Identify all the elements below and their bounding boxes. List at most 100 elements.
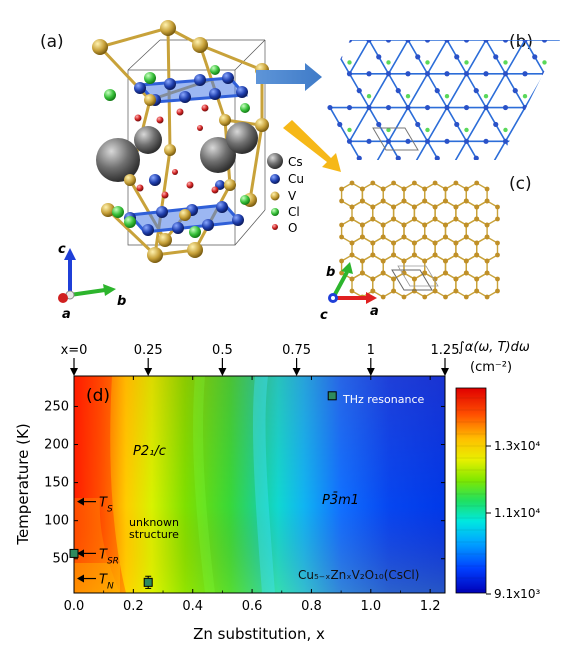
kagome-bond: [524, 106, 560, 143]
kagome-bond: [465, 140, 507, 160]
v-site: [443, 258, 448, 264]
arrow-to-b: [256, 63, 322, 91]
svg-text:Cs: Cs: [288, 155, 303, 169]
v-site: [380, 270, 386, 276]
cl-site: [503, 60, 508, 65]
cu-site: [542, 172, 547, 177]
cu-site: [376, 121, 382, 128]
cu-site: [522, 104, 528, 111]
cl-site: [347, 60, 352, 65]
cu-site: [532, 257, 537, 262]
kagome-bond: [387, 72, 429, 110]
honeycomb-cell: [351, 272, 374, 298]
v-site: [484, 234, 490, 240]
panel-label-c: (c): [509, 174, 532, 194]
cu-site: [483, 172, 488, 177]
v-site: [443, 270, 448, 276]
y-tick-label: 200: [44, 438, 69, 453]
arrow-to-c: [283, 120, 341, 172]
kagome-bond: [504, 140, 546, 160]
y-tick-label: 250: [44, 399, 69, 414]
kagome-bond: [329, 106, 371, 143]
cu-site: [424, 40, 431, 43]
kagome-bond: [564, 108, 569, 142]
cu-site: [424, 138, 431, 144]
v-site: [432, 204, 438, 210]
cl-site: [347, 127, 352, 133]
v-site: [380, 198, 386, 204]
cu-site: [327, 40, 333, 43]
v-site: [401, 294, 407, 300]
honeycomb-cell: [476, 272, 499, 298]
kagome-bond: [543, 140, 560, 160]
v-site: [484, 186, 490, 192]
cu-site: [356, 88, 362, 94]
v-site: [380, 234, 386, 240]
cu-site: [483, 206, 488, 211]
top-tick-label: 0.25: [134, 343, 163, 358]
cl-site: [503, 263, 507, 267]
v-site: [360, 234, 365, 240]
v-site: [422, 186, 428, 192]
v-site: [495, 240, 500, 246]
cu-site: [337, 121, 343, 128]
label-p21c: P2₁/c: [133, 444, 166, 459]
v-site: [463, 186, 469, 192]
label-compound: Cu₅₋ₓZnₓV₂O₁₀(CsCl): [298, 568, 419, 582]
v-site: [360, 222, 365, 228]
v-site: [484, 294, 490, 300]
cl-site: [367, 229, 371, 233]
cl-site: [367, 162, 371, 166]
colorbar: [455, 387, 487, 594]
v-site: [339, 234, 344, 240]
v-site: [412, 216, 417, 222]
kagome-bond: [486, 243, 525, 277]
cl-site: [386, 60, 391, 65]
colorbar-tick-label: 1.3x10⁴: [494, 439, 540, 453]
cu-site: [444, 104, 450, 111]
kagome-lattice: [327, 40, 569, 277]
cu-site: [366, 138, 372, 144]
cu-site: [385, 104, 392, 111]
kagome-bond: [426, 72, 468, 110]
v-site: [443, 186, 448, 192]
v-site: [349, 288, 355, 294]
v-site: [412, 252, 417, 258]
v-site: [422, 198, 428, 204]
cu-site: [376, 189, 381, 194]
v-site: [422, 222, 428, 228]
v-site: [412, 204, 417, 210]
cl-site: [425, 127, 430, 133]
top-tick-label: 0.5: [212, 343, 233, 358]
cu-site: [551, 88, 557, 94]
cu-site: [386, 172, 391, 177]
cu-site: [405, 40, 411, 43]
cl-site: [562, 162, 566, 166]
kagome-bond: [446, 106, 488, 143]
v-site: [495, 216, 500, 222]
transition-arrowhead: [77, 574, 84, 583]
cl-site: [503, 195, 507, 199]
colorbar-tick-label: 9.1x10³: [494, 587, 540, 601]
svg-text:c: c: [58, 242, 66, 257]
v-site: [339, 258, 344, 264]
kagome-bond: [564, 40, 569, 74]
v-site: [443, 234, 448, 240]
cu-site: [532, 54, 538, 60]
label-structure: structure: [129, 528, 179, 541]
svg-text:Cl: Cl: [288, 205, 300, 219]
plot-frame: [73, 375, 446, 594]
v-site: [349, 204, 355, 210]
x-tick-label: 1.0: [360, 599, 381, 614]
cu-site: [405, 138, 411, 144]
svg-text:b: b: [326, 265, 335, 280]
cu-site: [347, 172, 352, 177]
v-site: [370, 204, 376, 210]
v-site: [339, 270, 344, 276]
cu-site: [502, 71, 509, 77]
v-site: [339, 222, 344, 228]
label-unknown: unknown: [129, 516, 179, 529]
cu-site: [405, 104, 411, 111]
kagome-bond: [426, 140, 468, 160]
cu-site: [415, 54, 421, 60]
